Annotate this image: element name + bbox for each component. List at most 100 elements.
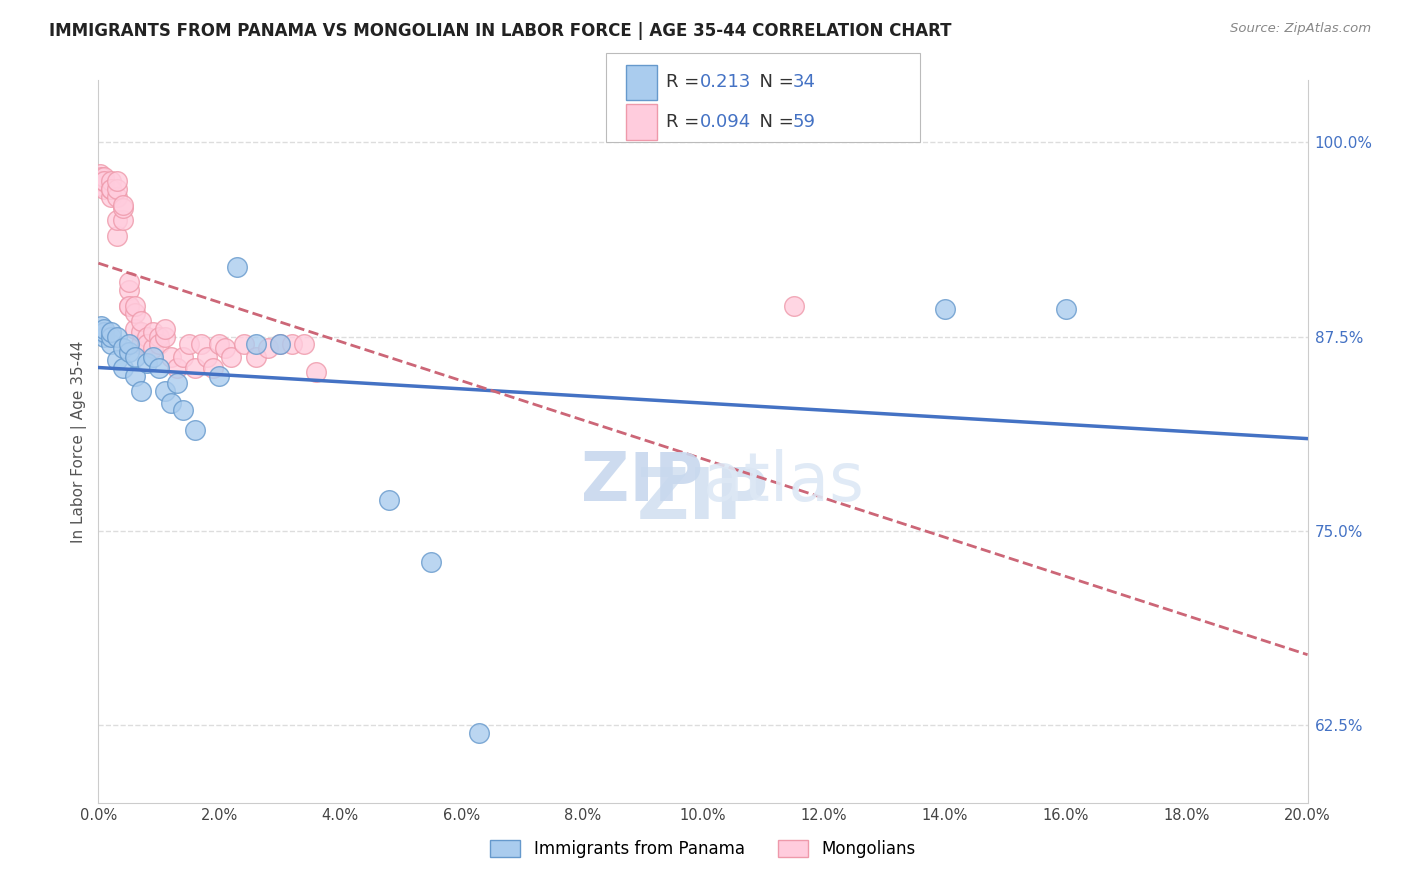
- Point: [129, 314, 152, 328]
- Point: [124, 299, 146, 313]
- Point: [111, 197, 134, 211]
- Point: [468, 726, 491, 740]
- Point: [90, 169, 112, 184]
- Point: [90, 318, 112, 333]
- Point: [172, 402, 194, 417]
- Point: [142, 341, 165, 355]
- Point: [245, 350, 267, 364]
- Point: [111, 341, 134, 355]
- Point: [93, 325, 115, 339]
- Text: IMMIGRANTS FROM PANAMA VS MONGOLIAN IN LABOR FORCE | AGE 35-44 CORRELATION CHART: IMMIGRANTS FROM PANAMA VS MONGOLIAN IN L…: [49, 22, 952, 40]
- Point: [269, 337, 291, 351]
- Point: [93, 174, 115, 188]
- Text: 59: 59: [793, 113, 815, 131]
- Point: [135, 337, 157, 351]
- Point: [100, 329, 122, 343]
- Text: ZIP: ZIP: [581, 449, 703, 515]
- Legend: Immigrants from Panama, Mongolians: Immigrants from Panama, Mongolians: [482, 832, 924, 867]
- Point: [153, 322, 176, 336]
- Point: [153, 384, 176, 398]
- Text: 0.094: 0.094: [700, 113, 751, 131]
- Point: [269, 337, 291, 351]
- Text: 0.213: 0.213: [700, 73, 752, 92]
- Text: 34: 34: [793, 73, 815, 92]
- Point: [214, 341, 236, 355]
- Text: ZIP: ZIP: [637, 465, 769, 533]
- Point: [89, 167, 111, 181]
- Point: [305, 365, 328, 379]
- Point: [190, 337, 212, 351]
- Text: R =: R =: [666, 113, 706, 131]
- Point: [129, 384, 152, 398]
- Point: [202, 360, 225, 375]
- Point: [93, 169, 115, 184]
- Text: R =: R =: [666, 73, 706, 92]
- Point: [148, 360, 170, 375]
- Point: [90, 174, 112, 188]
- Point: [93, 182, 115, 196]
- Point: [135, 329, 157, 343]
- Point: [100, 337, 122, 351]
- Point: [232, 337, 254, 351]
- Point: [124, 306, 146, 320]
- Point: [135, 337, 157, 351]
- Point: [124, 350, 146, 364]
- Point: [100, 190, 122, 204]
- Text: N =: N =: [748, 113, 800, 131]
- Point: [195, 350, 218, 364]
- Point: [256, 341, 278, 355]
- Point: [934, 301, 956, 316]
- Point: [100, 174, 122, 188]
- Point: [105, 353, 128, 368]
- Point: [208, 337, 231, 351]
- Point: [160, 396, 183, 410]
- Point: [105, 228, 128, 243]
- Point: [142, 350, 165, 364]
- Point: [142, 325, 165, 339]
- Point: [783, 299, 806, 313]
- Point: [179, 337, 201, 351]
- Point: [1054, 301, 1077, 316]
- Point: [93, 322, 115, 336]
- Point: [118, 275, 141, 289]
- Point: [105, 213, 128, 227]
- Point: [111, 201, 134, 215]
- Point: [93, 174, 115, 188]
- Point: [118, 299, 141, 313]
- Point: [420, 555, 443, 569]
- Point: [118, 283, 141, 297]
- Point: [111, 213, 134, 227]
- Point: [118, 299, 141, 313]
- Point: [184, 360, 207, 375]
- Point: [135, 356, 157, 370]
- Point: [153, 329, 176, 343]
- Y-axis label: In Labor Force | Age 35-44: In Labor Force | Age 35-44: [72, 341, 87, 542]
- Point: [166, 360, 188, 375]
- Point: [100, 325, 122, 339]
- Point: [226, 260, 249, 274]
- Point: [166, 376, 188, 391]
- Point: [292, 337, 315, 351]
- Point: [105, 190, 128, 204]
- Point: [184, 423, 207, 437]
- Point: [172, 350, 194, 364]
- Point: [148, 329, 170, 343]
- Text: Source: ZipAtlas.com: Source: ZipAtlas.com: [1230, 22, 1371, 36]
- Point: [105, 174, 128, 188]
- Text: N =: N =: [748, 73, 800, 92]
- Text: ZIPatlas: ZIPatlas: [560, 465, 846, 533]
- Point: [245, 337, 267, 351]
- Point: [111, 360, 134, 375]
- Point: [124, 368, 146, 383]
- Point: [221, 350, 243, 364]
- Point: [100, 182, 122, 196]
- Point: [118, 345, 141, 359]
- Point: [93, 329, 115, 343]
- Point: [118, 337, 141, 351]
- Point: [105, 182, 128, 196]
- Point: [160, 350, 183, 364]
- Point: [208, 368, 231, 383]
- Point: [90, 178, 112, 193]
- Point: [124, 322, 146, 336]
- Point: [148, 337, 170, 351]
